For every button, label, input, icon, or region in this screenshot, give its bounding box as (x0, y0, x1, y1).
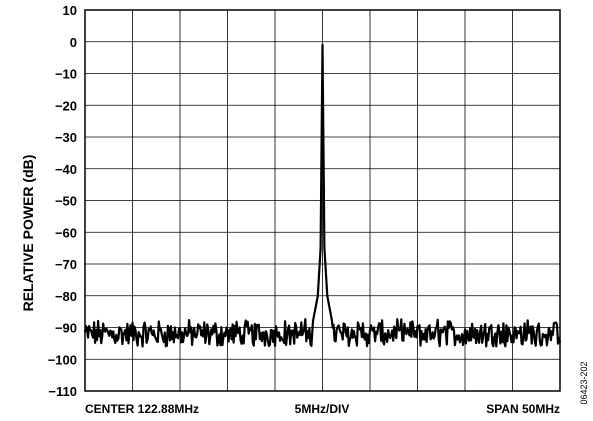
plot-frame (84, 9, 561, 392)
y-tick-label: −60 (55, 225, 77, 240)
y-tick-label: −100 (48, 352, 77, 367)
y-tick-label: 0 (70, 35, 77, 50)
y-tick-label: −10 (55, 67, 77, 82)
y-tick-label: −40 (55, 162, 77, 177)
y-tick-label: −30 (55, 130, 77, 145)
division-label: 5MHz/DIV (295, 402, 350, 416)
y-tick-label: −50 (55, 194, 77, 209)
figure-id: 06423-202 (579, 361, 589, 404)
y-tick-label: 10 (63, 3, 77, 18)
spectrum-trace (83, 43, 562, 348)
y-tick-label: −70 (55, 257, 77, 272)
y-tick-label: −80 (55, 289, 77, 304)
span-label: SPAN 50MHz (486, 402, 560, 416)
y-tick-label: −90 (55, 321, 77, 336)
y-tick-label: −20 (55, 98, 77, 113)
y-tick-labels: 10 0 −10 −20 −30 −40 −50 −60 −70 −80 −90 −100 −110 (48, 3, 77, 399)
y-tick-label: −110 (48, 384, 77, 399)
y-axis-label: RELATIVE POWER (dB) (20, 155, 36, 312)
center-frequency-label: CENTER 122.88MHz (85, 402, 199, 416)
